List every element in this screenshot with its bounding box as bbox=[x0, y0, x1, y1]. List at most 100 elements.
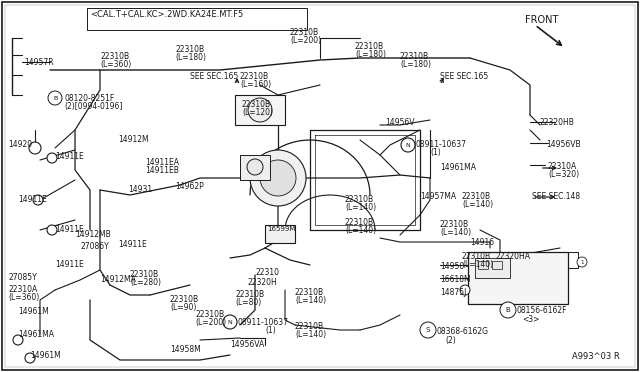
Text: (L=320): (L=320) bbox=[548, 170, 579, 179]
Circle shape bbox=[48, 91, 62, 105]
Bar bbox=[492, 261, 502, 269]
Text: <CAL.T+CAL.KC>.2WD.KA24E.MT.F5: <CAL.T+CAL.KC>.2WD.KA24E.MT.F5 bbox=[90, 10, 243, 19]
Text: 14911EA: 14911EA bbox=[145, 158, 179, 167]
Text: 14961M: 14961M bbox=[30, 351, 61, 360]
Text: (L=280): (L=280) bbox=[130, 278, 161, 287]
Text: (L=180): (L=180) bbox=[355, 50, 386, 59]
Text: (L=140): (L=140) bbox=[345, 226, 376, 235]
Text: (L=200): (L=200) bbox=[290, 36, 321, 45]
Text: <3>: <3> bbox=[522, 315, 540, 324]
Bar bbox=[468, 252, 568, 304]
Text: B: B bbox=[506, 307, 510, 313]
Text: (2): (2) bbox=[445, 336, 456, 345]
Text: (L=140): (L=140) bbox=[295, 330, 326, 339]
Text: 22310B: 22310B bbox=[440, 220, 469, 229]
Text: 08120-8251F: 08120-8251F bbox=[64, 94, 115, 103]
Text: 14961M: 14961M bbox=[18, 307, 49, 316]
Text: 16618M: 16618M bbox=[440, 275, 470, 284]
Circle shape bbox=[247, 159, 263, 175]
Text: (2)[0994-0196]: (2)[0994-0196] bbox=[64, 102, 122, 111]
Text: 22310B: 22310B bbox=[170, 295, 199, 304]
Bar bbox=[235, 95, 285, 125]
Text: 22310B: 22310B bbox=[290, 28, 319, 37]
Text: 22310: 22310 bbox=[255, 268, 279, 277]
Text: 14956VB: 14956VB bbox=[546, 140, 580, 149]
Text: 22310B: 22310B bbox=[130, 270, 159, 279]
Text: 22310B: 22310B bbox=[462, 252, 491, 261]
Text: 14911EB: 14911EB bbox=[145, 166, 179, 175]
Text: 27086Y: 27086Y bbox=[80, 242, 109, 251]
Circle shape bbox=[33, 195, 43, 205]
Text: (L=140): (L=140) bbox=[462, 260, 493, 269]
Text: (L=160): (L=160) bbox=[240, 80, 271, 89]
Circle shape bbox=[25, 353, 35, 363]
Circle shape bbox=[577, 257, 587, 267]
Text: (L=180): (L=180) bbox=[400, 60, 431, 69]
Text: 22310B: 22310B bbox=[345, 218, 374, 227]
Text: 14931: 14931 bbox=[128, 185, 152, 194]
Text: 14875J: 14875J bbox=[440, 288, 467, 297]
Text: (L=140): (L=140) bbox=[462, 200, 493, 209]
Text: (L=80): (L=80) bbox=[235, 298, 261, 307]
Circle shape bbox=[29, 142, 41, 154]
Text: 22310B: 22310B bbox=[235, 290, 264, 299]
Text: 14920: 14920 bbox=[8, 140, 32, 149]
Text: 22310B: 22310B bbox=[295, 288, 324, 297]
Text: 22310A: 22310A bbox=[548, 162, 577, 171]
Circle shape bbox=[420, 322, 436, 338]
Circle shape bbox=[47, 153, 57, 163]
Text: 22310B: 22310B bbox=[345, 195, 374, 204]
Text: 22310B: 22310B bbox=[400, 52, 429, 61]
Text: 14911E: 14911E bbox=[55, 260, 84, 269]
Bar bbox=[265, 225, 295, 243]
Text: 14957R: 14957R bbox=[24, 58, 54, 67]
Text: 14956VA: 14956VA bbox=[230, 340, 264, 349]
Text: 14957MA: 14957MA bbox=[420, 192, 456, 201]
Text: 14956V: 14956V bbox=[385, 118, 415, 127]
Circle shape bbox=[47, 225, 57, 235]
Text: 14911E: 14911E bbox=[55, 152, 84, 161]
Text: 14950: 14950 bbox=[440, 262, 464, 271]
Text: S: S bbox=[426, 327, 430, 333]
Text: (1): (1) bbox=[430, 148, 441, 157]
Text: B: B bbox=[53, 96, 57, 100]
Text: 08911-10637: 08911-10637 bbox=[416, 140, 467, 149]
Text: 14962P: 14962P bbox=[175, 182, 204, 191]
Text: (L=120): (L=120) bbox=[242, 108, 273, 117]
Bar bbox=[478, 261, 488, 269]
Text: (L=90): (L=90) bbox=[170, 303, 196, 312]
Circle shape bbox=[401, 138, 415, 152]
Text: SEE SEC.148: SEE SEC.148 bbox=[532, 192, 580, 201]
Text: 08368-6162G: 08368-6162G bbox=[437, 327, 489, 336]
Text: 22310B: 22310B bbox=[240, 72, 269, 81]
Text: SEE SEC.165: SEE SEC.165 bbox=[190, 72, 238, 81]
Text: 14916: 14916 bbox=[470, 238, 494, 247]
Text: (L=200): (L=200) bbox=[195, 318, 226, 327]
Text: 16599M: 16599M bbox=[267, 226, 296, 232]
Text: 14911E: 14911E bbox=[55, 225, 84, 234]
Bar bbox=[475, 258, 510, 278]
Text: 22310A: 22310A bbox=[8, 285, 37, 294]
Circle shape bbox=[500, 302, 516, 318]
Circle shape bbox=[13, 335, 23, 345]
Text: N: N bbox=[406, 142, 410, 148]
Bar bbox=[240, 155, 270, 180]
Text: 14912MB: 14912MB bbox=[75, 230, 111, 239]
Text: 22310B: 22310B bbox=[355, 42, 384, 51]
Text: 14911E: 14911E bbox=[18, 195, 47, 204]
Text: SEE SEC.165: SEE SEC.165 bbox=[440, 72, 488, 81]
Text: 14912M: 14912M bbox=[118, 135, 148, 144]
Text: (L=180): (L=180) bbox=[175, 53, 206, 62]
Text: 14958M: 14958M bbox=[170, 345, 201, 354]
Text: 22310B: 22310B bbox=[175, 45, 204, 54]
Bar bbox=[87, 8, 307, 30]
Circle shape bbox=[223, 315, 237, 329]
Circle shape bbox=[250, 150, 306, 206]
Text: 14911E: 14911E bbox=[118, 240, 147, 249]
Text: (L=140): (L=140) bbox=[295, 296, 326, 305]
Circle shape bbox=[260, 160, 296, 196]
Text: 1: 1 bbox=[580, 260, 584, 264]
Text: (1): (1) bbox=[265, 326, 276, 335]
Text: (L=360): (L=360) bbox=[8, 293, 39, 302]
Text: 22310B: 22310B bbox=[295, 322, 324, 331]
